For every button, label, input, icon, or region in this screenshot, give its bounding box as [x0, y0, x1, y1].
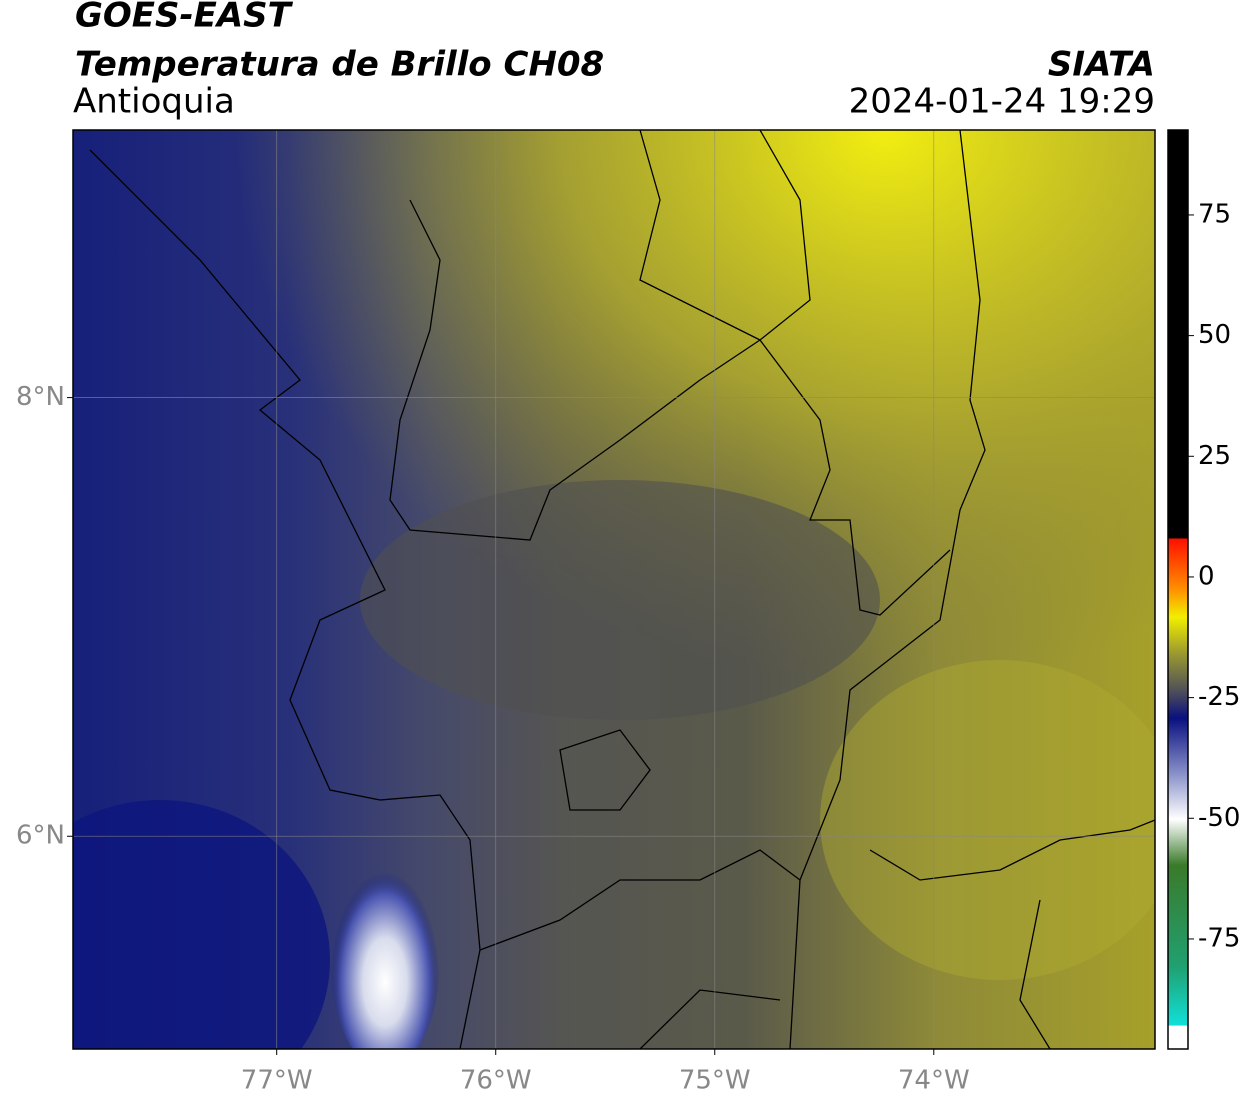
colorbar-tick-label: 75 — [1198, 199, 1231, 229]
source: SIATA — [1048, 45, 1155, 85]
borders — [89, 130, 1155, 1049]
x-tick-label: 76°W — [460, 1066, 532, 1096]
y-tick-label: 6°N — [16, 821, 65, 851]
x-tick-label: 77°W — [241, 1066, 313, 1096]
region: Antioquia — [73, 82, 235, 122]
y-tick-label: 8°N — [16, 382, 65, 412]
map-yellow-area — [820, 660, 1155, 980]
map-cold-area — [73, 800, 330, 1049]
x-tick-label: 74°W — [898, 1066, 970, 1096]
grid — [73, 130, 1155, 1049]
map-frame — [72, 129, 1156, 1050]
colorbar-tick-label: 0 — [1198, 561, 1215, 591]
map-grey-area — [360, 480, 880, 720]
map-cold-core — [330, 850, 440, 1049]
colorbar-tick-label: 50 — [1198, 320, 1231, 350]
colorbar-tick-label: -25 — [1198, 682, 1240, 712]
colorbar-tick-label: -50 — [1198, 803, 1240, 833]
title: GOES-EAST — [75, 0, 294, 36]
map-image — [73, 130, 1155, 1049]
x-tick-label: 75°W — [679, 1066, 751, 1096]
colorbar-tick-label: 25 — [1198, 441, 1231, 471]
colorbar-tick-label: -75 — [1198, 923, 1240, 953]
colorbar — [1167, 129, 1189, 1050]
subtitle: Temperatura de Brillo CH08 — [75, 45, 604, 85]
datetime: 2024-01-24 19:29 — [849, 82, 1155, 122]
